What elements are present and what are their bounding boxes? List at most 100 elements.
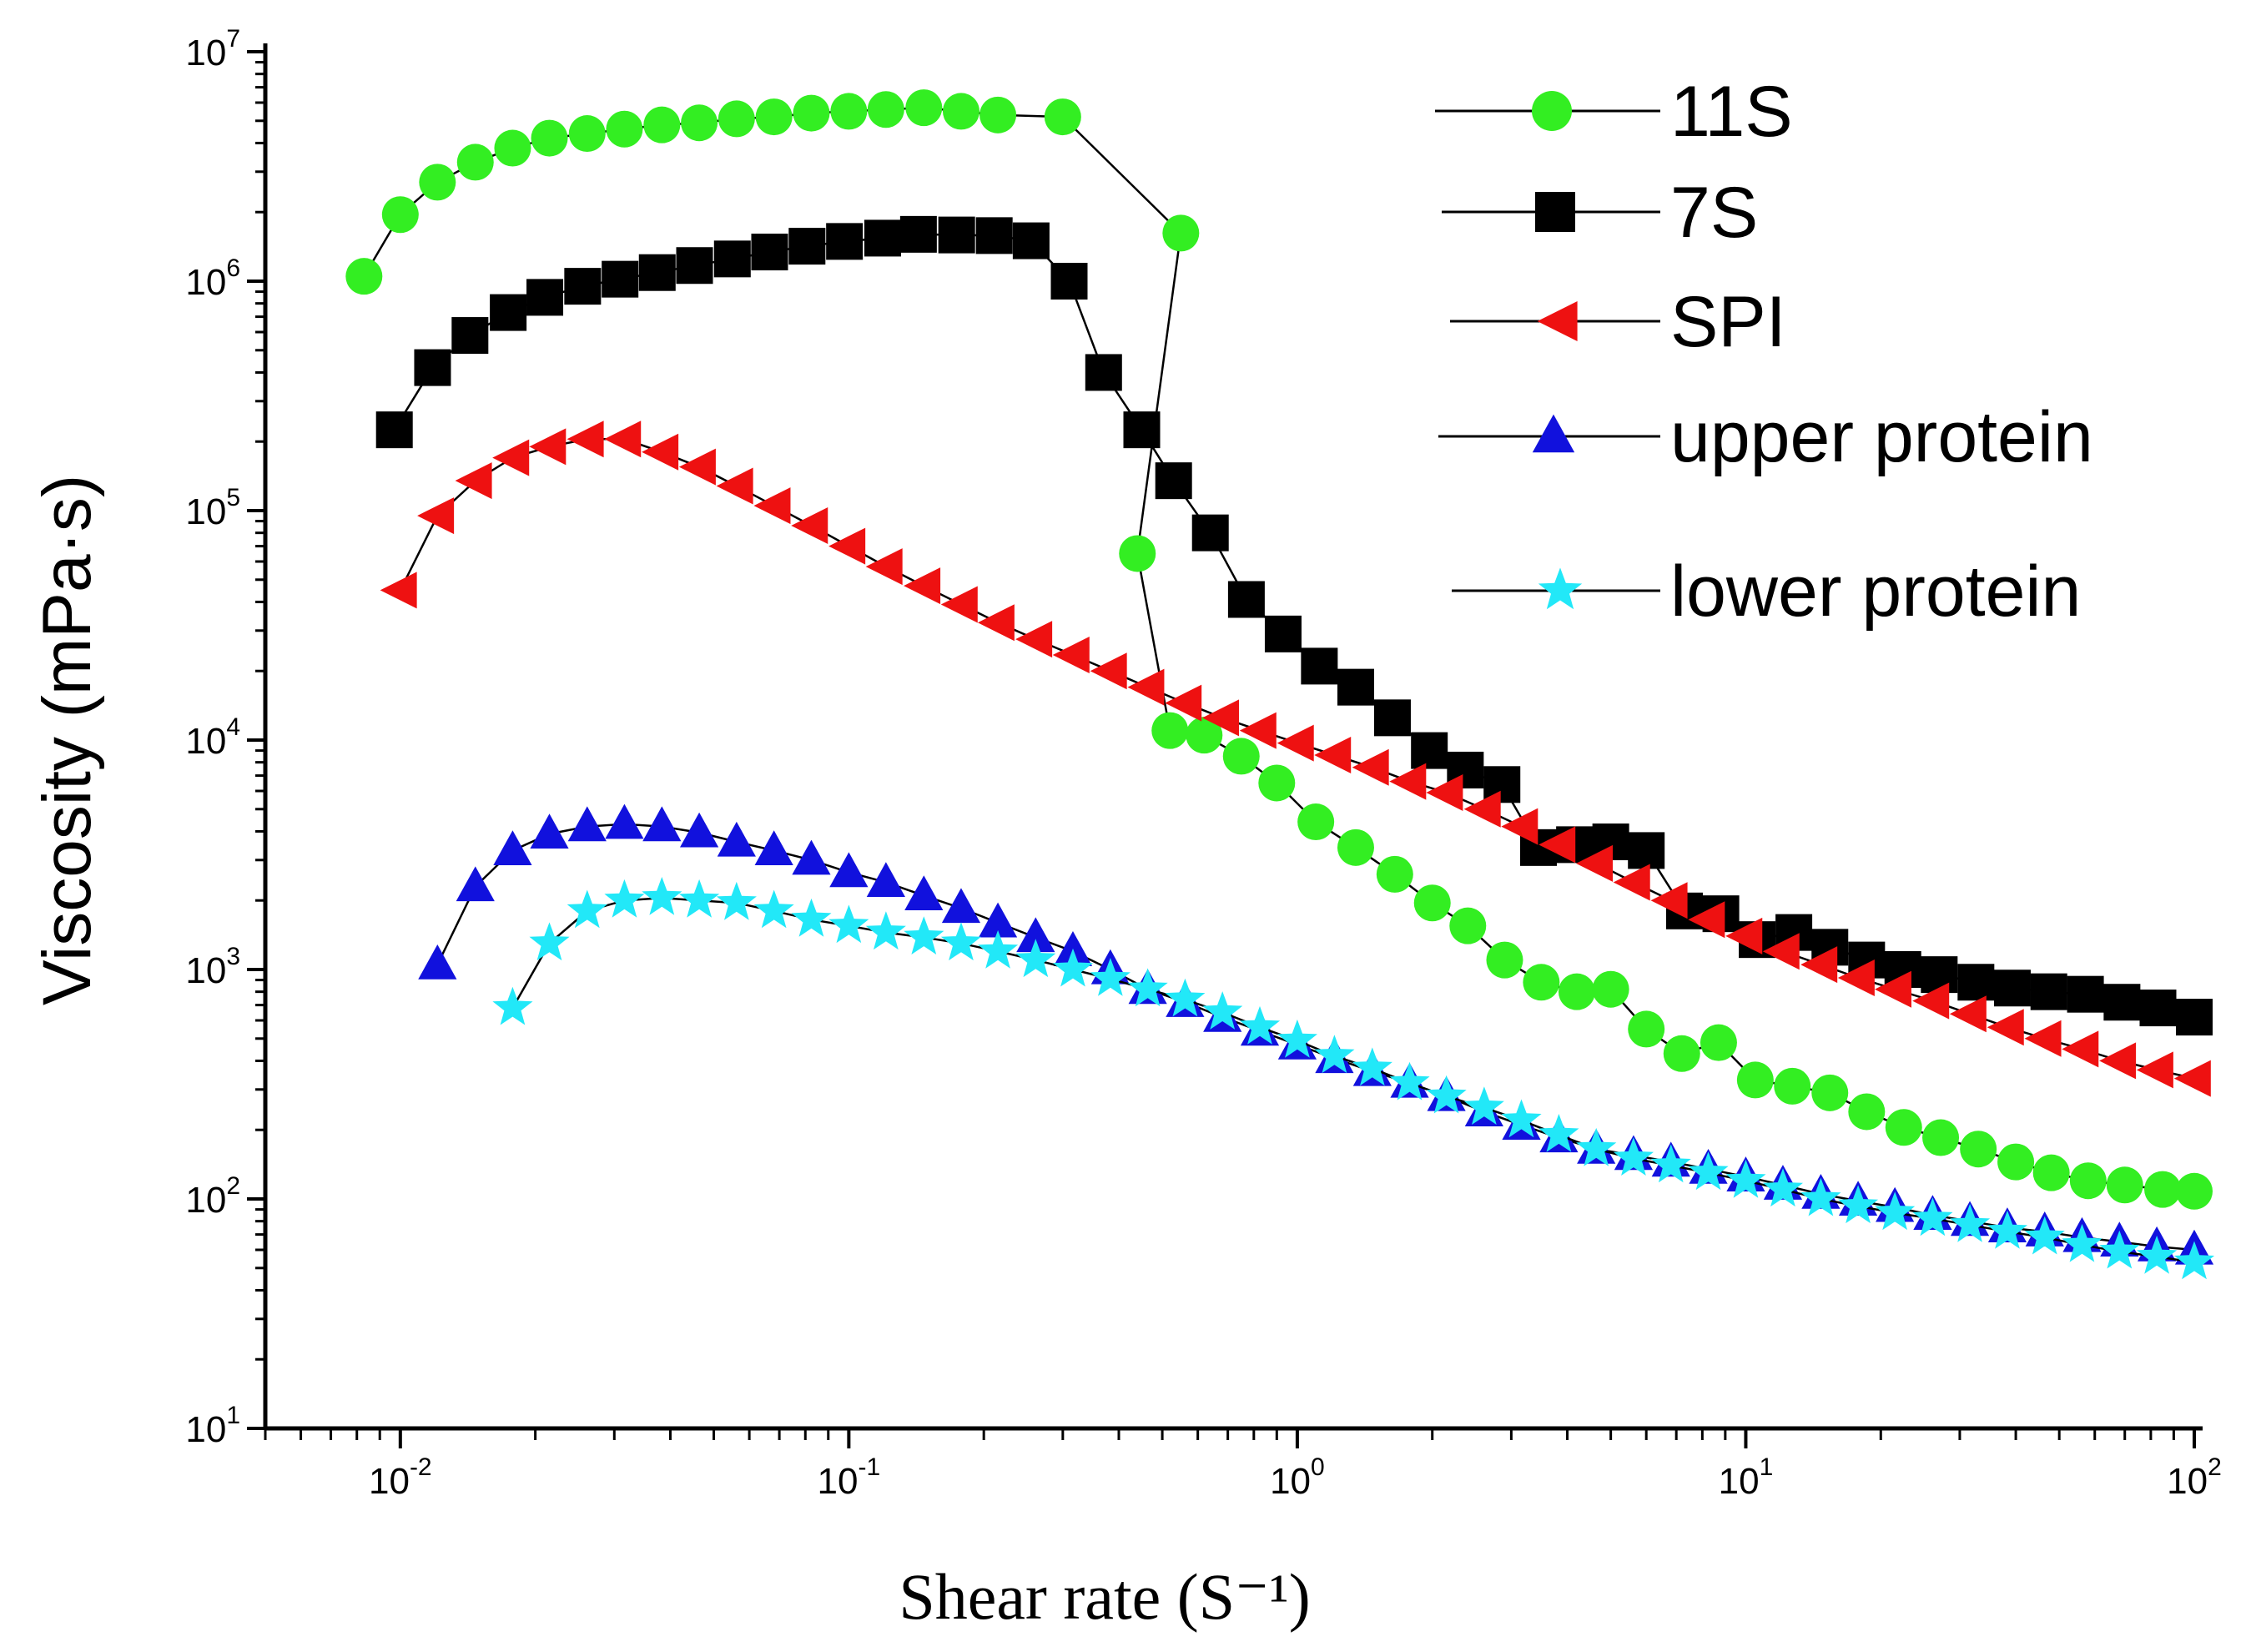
data-point-11s bbox=[718, 100, 755, 138]
data-point-7s bbox=[564, 268, 602, 305]
data-point-spi bbox=[716, 467, 753, 505]
data-point-11s bbox=[942, 93, 979, 130]
data-point-upper-protein bbox=[754, 830, 793, 866]
data-point-11s bbox=[568, 115, 606, 153]
data-point-11s bbox=[1162, 214, 1200, 252]
data-point-upper-protein bbox=[605, 803, 644, 839]
data-point-lower-protein bbox=[1688, 1151, 1729, 1191]
data-point-lower-protein bbox=[1650, 1144, 1691, 1183]
data-point-11s bbox=[1413, 884, 1451, 922]
data-point-lower-protein bbox=[828, 904, 869, 944]
data-point-11s bbox=[456, 144, 494, 181]
data-point-spi bbox=[492, 439, 530, 476]
data-point-spi bbox=[1314, 737, 1352, 774]
data-point-7s bbox=[451, 317, 489, 355]
data-point-spi bbox=[1165, 684, 1202, 722]
data-point-lower-protein bbox=[1127, 968, 1168, 1007]
data-point-11s bbox=[531, 119, 568, 157]
data-point-11s bbox=[643, 106, 681, 144]
data-point-lower-protein bbox=[1277, 1019, 1317, 1058]
legend-label-lower-protein: lower protein bbox=[1670, 552, 2081, 632]
data-point-11s bbox=[755, 98, 793, 136]
y-tick-label: 101 bbox=[185, 1402, 240, 1450]
data-point-upper-protein bbox=[493, 830, 532, 866]
data-point-lower-protein bbox=[865, 911, 906, 950]
data-point-7s bbox=[375, 411, 413, 449]
legend-marker-7s bbox=[1535, 192, 1575, 232]
data-point-spi bbox=[1762, 933, 1800, 970]
data-point-upper-protein bbox=[567, 806, 607, 842]
data-point-spi bbox=[2136, 1051, 2173, 1089]
x-tick-label: 10-1 bbox=[818, 1453, 881, 1502]
data-point-lower-protein bbox=[904, 916, 944, 954]
data-point-11s bbox=[2144, 1171, 2182, 1208]
data-point-7s bbox=[1050, 263, 1088, 300]
data-point-lower-protein bbox=[2099, 1230, 2140, 1269]
y-tick-label: 107 bbox=[185, 25, 240, 73]
y-tick-label: 105 bbox=[185, 484, 240, 532]
data-point-spi bbox=[828, 527, 866, 565]
data-point-spi bbox=[2024, 1020, 2062, 1057]
data-point-lower-protein bbox=[753, 889, 794, 929]
legend: 11S 7S SPI upper protein lower protein bbox=[1435, 72, 2093, 632]
data-point-spi bbox=[1613, 864, 1650, 901]
data-point-11s bbox=[1848, 1093, 1886, 1131]
data-point-11s bbox=[1700, 1024, 1737, 1061]
data-point-7s bbox=[676, 247, 713, 285]
legend-label-11s: 11S bbox=[1670, 72, 1793, 152]
data-point-spi bbox=[1837, 959, 1875, 996]
data-point-lower-protein bbox=[1762, 1168, 1803, 1207]
x-tick-label: 10-2 bbox=[369, 1453, 432, 1502]
data-point-spi bbox=[904, 567, 941, 605]
data-point-lower-protein bbox=[1090, 958, 1131, 996]
data-point-spi bbox=[1575, 844, 1613, 882]
data-point-7s bbox=[1123, 411, 1161, 449]
data-point-spi bbox=[1949, 995, 1987, 1033]
legend-label-spi: SPI bbox=[1670, 282, 1786, 362]
data-point-11s bbox=[1885, 1109, 1922, 1146]
data-point-spi bbox=[455, 462, 492, 500]
data-point-11s bbox=[905, 89, 943, 127]
data-point-upper-protein bbox=[829, 852, 869, 888]
data-point-7s bbox=[602, 260, 639, 298]
data-point-lower-protein bbox=[940, 922, 981, 961]
data-point-lower-protein bbox=[1165, 978, 1206, 1017]
data-point-7s bbox=[1993, 970, 2031, 1007]
legend-marker-spi bbox=[1537, 301, 1578, 341]
data-point-lower-protein bbox=[1426, 1075, 1467, 1114]
data-point-spi bbox=[1389, 763, 1427, 800]
data-point-11s bbox=[2069, 1162, 2107, 1200]
data-point-7s bbox=[2176, 999, 2213, 1036]
data-point-7s bbox=[751, 234, 788, 271]
data-point-11s bbox=[1151, 712, 1189, 749]
data-point-lower-protein bbox=[1538, 1114, 1579, 1152]
data-point-11s bbox=[1449, 907, 1487, 944]
data-point-7s bbox=[864, 219, 901, 257]
data-point-11s bbox=[1558, 973, 1595, 1010]
data-point-lower-protein bbox=[604, 879, 645, 918]
data-point-7s bbox=[1921, 956, 1958, 994]
data-point-11s bbox=[1663, 1035, 1700, 1072]
data-point-spi bbox=[1090, 652, 1127, 690]
data-point-spi bbox=[1426, 774, 1463, 812]
data-point-11s bbox=[1119, 535, 1156, 572]
data-point-lower-protein bbox=[567, 889, 607, 929]
data-point-spi bbox=[940, 586, 978, 623]
data-point-upper-protein bbox=[978, 902, 1018, 938]
data-point-7s bbox=[1628, 832, 1665, 869]
data-point-spi bbox=[1688, 901, 1725, 939]
series-line-lower-protein bbox=[511, 897, 2195, 1264]
data-point-lower-protein bbox=[1352, 1047, 1392, 1086]
data-point-lower-protein bbox=[1052, 948, 1093, 987]
data-point-spi bbox=[2062, 1030, 2099, 1068]
data-point-11s bbox=[1922, 1119, 1960, 1156]
data-point-11s bbox=[1297, 803, 1335, 841]
data-point-7s bbox=[1264, 615, 1302, 652]
data-point-upper-protein bbox=[456, 866, 495, 902]
data-point-11s bbox=[1592, 970, 1629, 1008]
data-point-lower-protein bbox=[1239, 1005, 1281, 1045]
data-point-11s bbox=[1258, 764, 1296, 802]
data-point-7s bbox=[1155, 462, 1192, 500]
data-point-lower-protein bbox=[1501, 1099, 1542, 1138]
